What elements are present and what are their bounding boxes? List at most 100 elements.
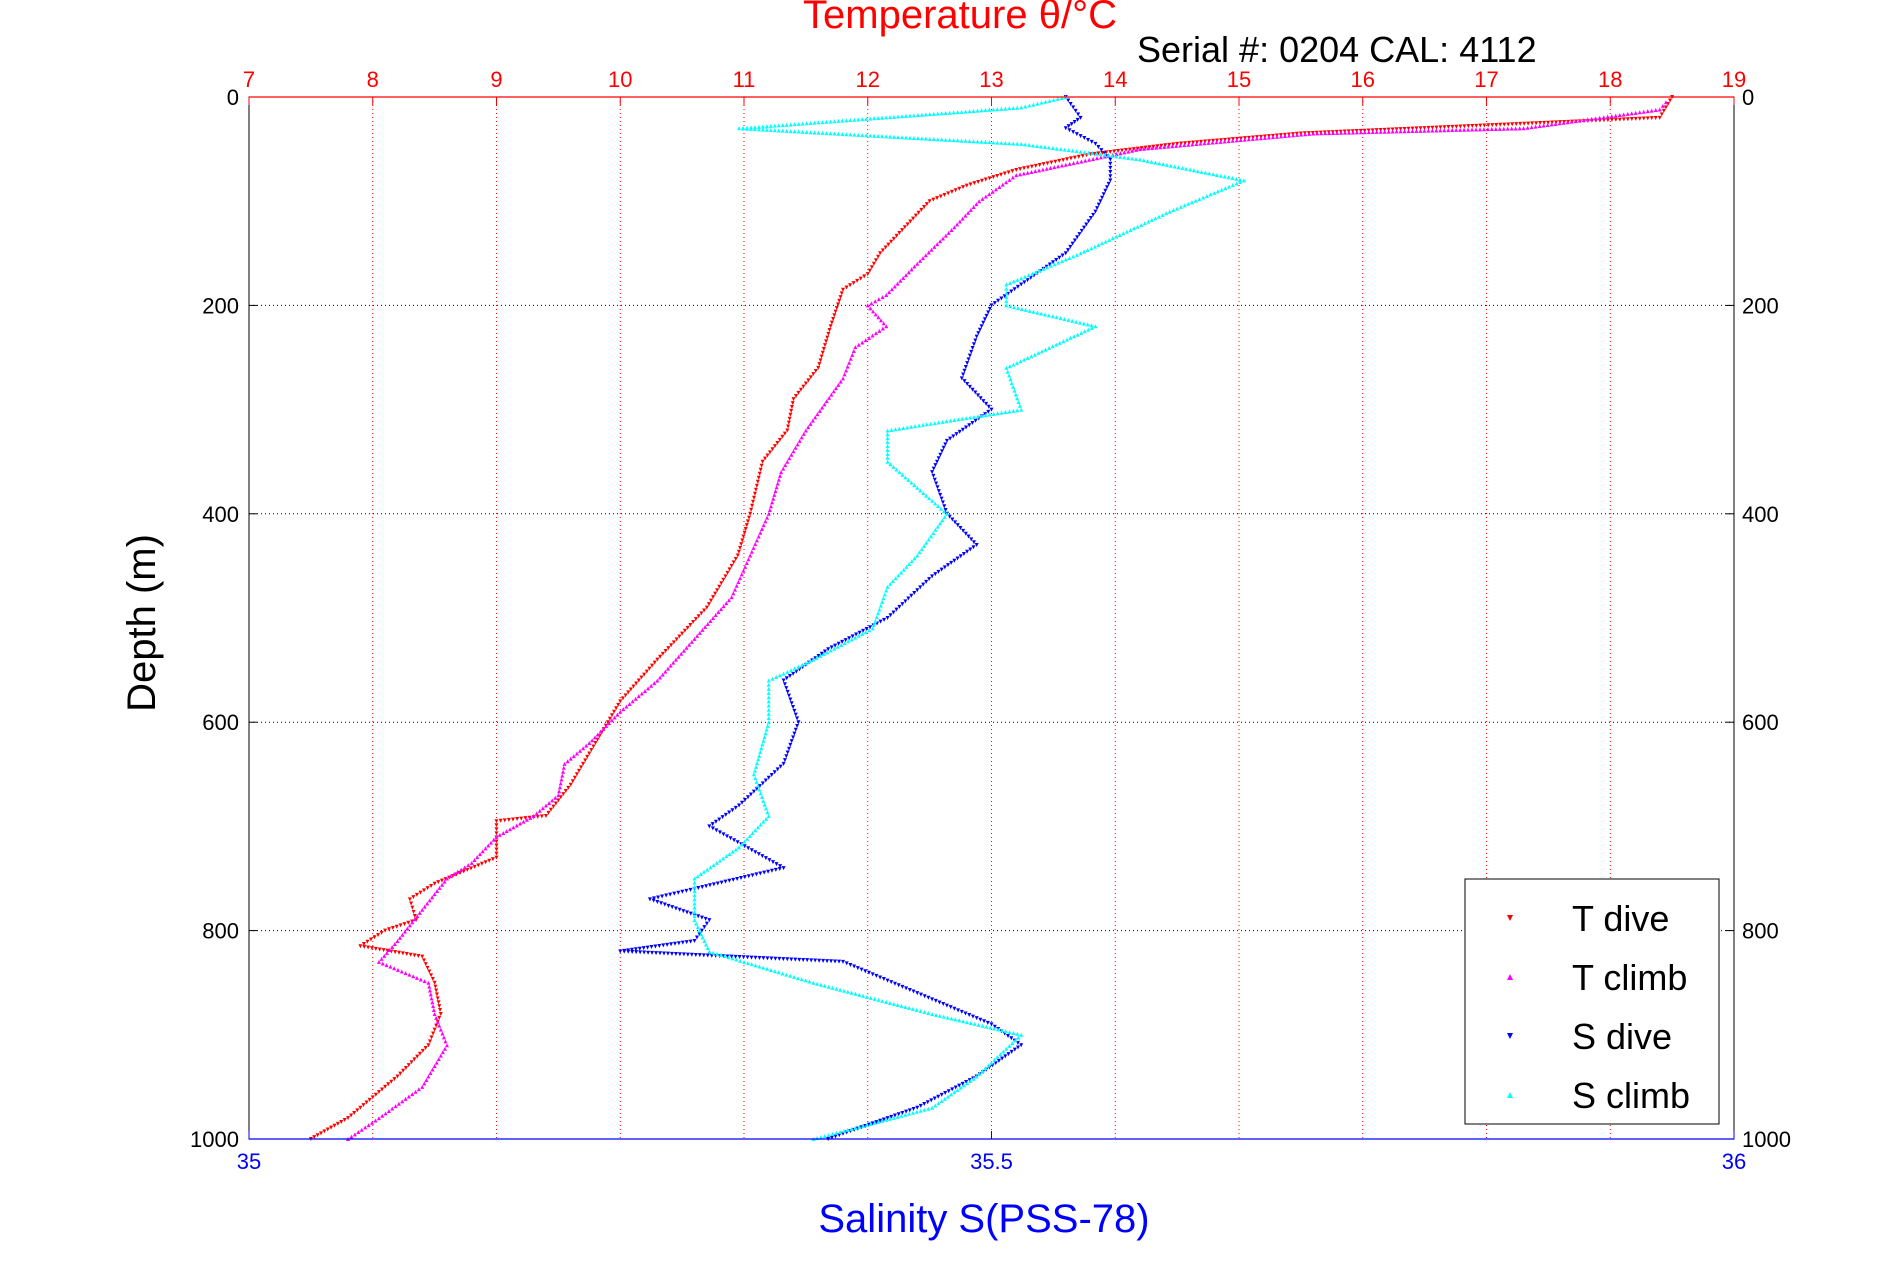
data-point (773, 867, 778, 872)
data-point (936, 503, 941, 508)
data-point (936, 569, 941, 574)
data-point (1036, 350, 1041, 355)
data-point (666, 903, 671, 908)
data-point (809, 958, 814, 963)
data-point (786, 424, 791, 429)
data-point (1122, 150, 1127, 155)
data-point (1068, 156, 1073, 161)
data-point (1007, 1030, 1012, 1035)
data-point (999, 140, 1004, 145)
data-point (1398, 127, 1403, 132)
data-point (985, 1020, 990, 1025)
data-point (915, 136, 920, 141)
data-point (652, 681, 657, 686)
data-point (749, 955, 754, 960)
data-point (704, 921, 709, 926)
data-point (435, 996, 440, 1001)
data-point (1019, 1032, 1024, 1037)
data-point (1077, 320, 1082, 325)
data-point (872, 116, 877, 121)
data-point (1350, 130, 1355, 135)
data-point (1007, 364, 1012, 369)
data-point (770, 500, 775, 505)
data-point (1199, 169, 1204, 174)
data-point (1022, 357, 1027, 362)
data-point (785, 669, 790, 674)
data-point (931, 111, 936, 116)
data-point (828, 131, 833, 136)
data-point (737, 803, 742, 808)
data-point (961, 1083, 966, 1088)
data-point (687, 642, 692, 647)
data-point (806, 425, 811, 430)
data-point (918, 1108, 923, 1113)
data-point (1458, 124, 1463, 129)
data-point (523, 816, 528, 821)
data-point (627, 701, 632, 706)
data-point (1082, 136, 1087, 141)
data-point (1114, 152, 1119, 157)
data-point (952, 1090, 957, 1095)
data-point (1246, 137, 1251, 142)
data-point (967, 139, 972, 144)
data-point (1037, 163, 1042, 168)
data-point (1128, 227, 1133, 232)
data-point (781, 671, 786, 676)
data-point (1158, 145, 1163, 150)
data-point (1064, 337, 1069, 342)
data-point (967, 1078, 972, 1083)
data-point (796, 121, 801, 126)
x-bottom-tick-label: 35.5 (970, 1149, 1013, 1174)
data-point (1040, 167, 1045, 172)
data-point (745, 519, 750, 524)
data-point (658, 675, 663, 680)
data-point (1295, 132, 1300, 137)
data-point (1386, 127, 1391, 132)
x-top-tick-label: 12 (856, 67, 880, 92)
data-point (795, 723, 800, 728)
data-point (435, 1019, 440, 1024)
data-point (939, 1099, 944, 1104)
data-point (792, 974, 797, 979)
data-point (924, 493, 929, 498)
data-point (358, 944, 363, 949)
data-point (433, 984, 438, 989)
data-point (427, 1039, 432, 1044)
data-point (756, 534, 761, 539)
data-point (876, 997, 881, 1002)
data-point (566, 785, 571, 790)
data-point (1084, 222, 1089, 227)
data-point (405, 926, 410, 931)
data-point (848, 118, 853, 123)
data-point (704, 942, 709, 947)
data-point (562, 761, 567, 766)
data-point (935, 111, 940, 116)
data-point (1075, 160, 1080, 165)
data-point (754, 872, 759, 877)
data-point (851, 281, 856, 286)
data-point (1063, 251, 1068, 256)
data-point (1649, 108, 1654, 113)
data-point (1462, 127, 1467, 132)
data-point (342, 1118, 347, 1123)
data-point (715, 951, 720, 956)
data-point (926, 1106, 931, 1111)
data-point (1218, 173, 1223, 178)
data-point (1066, 148, 1071, 153)
data-point (762, 870, 767, 875)
data-point (979, 139, 984, 144)
data-point (941, 1014, 946, 1019)
data-point (793, 727, 798, 732)
data-point (612, 715, 617, 720)
data-point (1075, 117, 1080, 122)
data-point (847, 636, 852, 641)
data-point (764, 127, 769, 132)
data-point (978, 1017, 983, 1022)
data-point (751, 772, 756, 777)
data-point (904, 1109, 909, 1114)
data-point (1102, 152, 1107, 157)
data-point (999, 106, 1004, 111)
data-point (820, 405, 825, 410)
data-point (821, 958, 826, 963)
data-point (546, 810, 551, 815)
